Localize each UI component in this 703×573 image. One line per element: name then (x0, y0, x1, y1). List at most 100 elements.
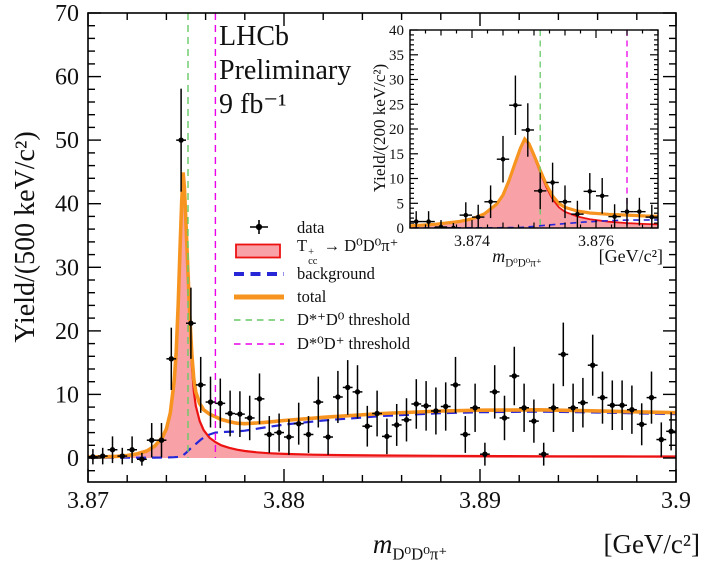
inset-data-point (525, 127, 531, 133)
legend: data T + cc → D⁰D⁰π⁺ background total D*⁺D⁰ th… (233, 216, 410, 355)
main-data-point (423, 403, 429, 409)
main-data-point (335, 394, 341, 400)
main-background-curve (88, 410, 676, 459)
main-data-point (119, 453, 126, 459)
legend-item-threshold-dstarplus-d0: D*⁺D⁰ threshold (233, 309, 410, 332)
legend-label-data: data (297, 217, 325, 237)
main-data-point (452, 382, 459, 388)
main-data-point (433, 408, 439, 414)
main-data-point (100, 453, 106, 459)
main-data-point (266, 431, 272, 438)
inset-data-point (463, 212, 469, 218)
main-x-tick-label: 3.9 (661, 488, 691, 514)
main-data-point (413, 401, 419, 407)
main-data-point (492, 389, 498, 395)
inset-data-point (624, 209, 630, 214)
inset-y-tick-label: 0 (397, 221, 405, 237)
inset-y-tick-label: 25 (389, 97, 404, 113)
main-data-point (590, 362, 596, 368)
mass-subscript: D⁰D⁰π⁺ (392, 544, 448, 564)
main-data-point (109, 447, 116, 453)
main-y-tick-label: 60 (55, 65, 79, 91)
inset-data-point (537, 188, 543, 194)
main-y-axis-label: Yield/(500 keV/c²) (10, 131, 41, 343)
main-data-point (227, 410, 233, 417)
main-data-point (550, 405, 557, 411)
experiment-label-block: LHCb Preliminary 9 fb⁻¹ (219, 20, 351, 122)
inset-y-tick-label: 10 (389, 172, 404, 188)
legend-label-threshold-dstar0-dplus: D*⁰D⁺ threshold (297, 333, 410, 353)
main-data-point (198, 382, 204, 388)
main-data-point (599, 394, 606, 401)
main-data-point (482, 451, 488, 457)
main-data-point (541, 451, 547, 457)
inset-data-point (500, 156, 506, 162)
mass-subscript-inset: D⁰D⁰π⁺ (505, 257, 542, 270)
inset-y-tick-label: 5 (397, 196, 405, 212)
main-data-point (296, 420, 302, 427)
inset-y-tick-label: 20 (389, 122, 404, 138)
main-data-point (364, 423, 370, 429)
inset-data-point (575, 211, 580, 217)
main-data-point (345, 384, 351, 391)
inset-data-point (513, 102, 518, 108)
main-data-point (403, 417, 410, 423)
main-data-point (354, 389, 361, 395)
main-data-point (168, 356, 174, 362)
inset-signal-fill (410, 139, 658, 228)
main-y-tick-label: 70 (55, 1, 79, 27)
main-data-point (629, 406, 635, 413)
main-data-point (149, 437, 155, 443)
inset-x-axis-label: mD⁰D⁰π⁺ (462, 246, 572, 270)
luminosity-label: 9 fb⁻¹ (219, 89, 287, 120)
main-data-point (443, 403, 449, 410)
inset-y-tick-label: 30 (389, 73, 404, 89)
main-data-point (580, 399, 586, 406)
inset-data-point (587, 189, 593, 194)
main-data-point (178, 137, 184, 143)
main-total-curve (88, 172, 676, 459)
legend-marker-signal-icon (233, 242, 285, 260)
main-x-axis-label: mD⁰D⁰π⁺ (310, 529, 510, 564)
legend-item-signal: T + cc → D⁰D⁰π⁺ (233, 236, 410, 267)
main-data-point (247, 415, 253, 421)
main-data-point (188, 320, 194, 326)
inset-y-tick-label: 15 (389, 147, 404, 163)
main-x-axis-units: [GeV/c²] (603, 529, 700, 559)
main-data-point (472, 405, 478, 411)
inset-data-point (599, 193, 605, 199)
main-y-tick-label: 20 (55, 319, 79, 345)
legend-marker-total-icon (233, 288, 285, 306)
main-data-point (256, 396, 263, 402)
inset-data-point (413, 219, 419, 224)
mass-symbol-inset: m (492, 246, 506, 266)
legend-marker-threshold-dstar0-dplus-icon (233, 335, 285, 353)
main-data-point (237, 411, 243, 417)
main-data-point (609, 402, 615, 408)
legend-item-total: total (233, 286, 410, 309)
inset-data-point (612, 214, 617, 219)
main-data-point (384, 433, 390, 440)
inset-y-tick-label: 40 (389, 23, 404, 39)
main-data-point (374, 410, 380, 417)
main-data-point (619, 402, 625, 408)
preliminary-label: Preliminary (219, 55, 352, 86)
inset-x-tick-label: 3.874 (454, 233, 490, 250)
inset-x-tick-label: 3.876 (578, 233, 614, 250)
main-frame (87, 12, 677, 483)
experiment-name: LHCb (219, 21, 289, 52)
legend-marker-background-icon (233, 265, 285, 283)
main-data-point (560, 351, 566, 358)
main-y-tick-label: 30 (55, 255, 79, 281)
inset-data-point (475, 214, 481, 220)
main-data-point (207, 399, 214, 405)
main-data-point (139, 456, 145, 462)
main-data-point (501, 415, 508, 421)
main-x-tick-label: 3.88 (263, 488, 305, 514)
main-data-point (158, 437, 165, 443)
legend-item-threshold-dstar0-dplus: D*⁰D⁺ threshold (233, 332, 410, 355)
inset-data-point (649, 214, 655, 220)
inset-data-point (488, 199, 493, 205)
